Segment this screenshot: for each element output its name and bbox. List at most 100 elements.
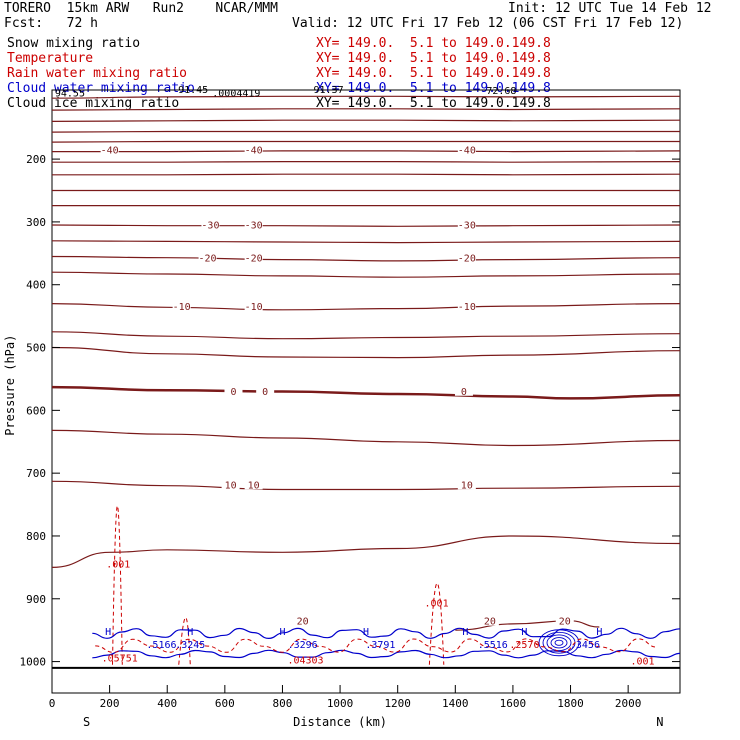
- contour-label-4-0: 0: [230, 387, 236, 398]
- temperature-contour-12: [51, 255, 681, 262]
- contour-label-3-0: -10: [173, 302, 191, 313]
- contour-label-6-0: 20: [297, 617, 309, 628]
- contour-label-bg-3-2: [457, 299, 476, 311]
- contour-label-bg-6-2: [555, 614, 574, 626]
- temperature-contour-1: [51, 108, 681, 111]
- cloud-cluster-ring-1: [554, 639, 564, 646]
- contour-label-bg-1-1: [244, 218, 263, 230]
- rain-value-3: .001: [631, 657, 655, 668]
- rain-contour-label-1: .001: [425, 598, 449, 609]
- x-tick-label-4: 800: [273, 697, 293, 710]
- contour-label-0-1: -40: [245, 146, 263, 157]
- legend-xy-0: XY= 149.0. 5.1 to 149.0.149.8: [316, 36, 551, 51]
- temperature-contour-10: [51, 224, 681, 227]
- contour-label-bg-3-1: [244, 299, 263, 311]
- y-tick-label-0: 200: [26, 153, 46, 166]
- x-tick-label-3: 600: [215, 697, 235, 710]
- cloud-contour-bottom: [92, 649, 681, 659]
- high-marker-2: H: [279, 627, 285, 638]
- contour-label-2-2: -20: [458, 254, 476, 265]
- rain-contour-label-0: .001: [106, 559, 130, 570]
- contour-label-0-2: -40: [458, 146, 476, 157]
- contour-label-bg-1-0: [201, 218, 220, 230]
- cloud-value-5: .3456: [570, 640, 600, 651]
- contour-label-5-1: 10: [248, 480, 260, 491]
- legend-entry-4: Cloud ice mixing ratio: [7, 96, 180, 111]
- cloud-contour-top: [92, 627, 681, 640]
- temperature-contour-18: [51, 429, 681, 447]
- y-axis-title: Pressure (hPa): [3, 335, 17, 436]
- rain-value-1: .04303: [287, 655, 323, 666]
- ice-value-0: .0004419: [212, 88, 260, 99]
- cloud-value-0: .5166: [146, 640, 176, 651]
- legend-entry-0: Snow mixing ratio: [7, 36, 141, 51]
- contour-label-bg-4-0: [224, 384, 243, 396]
- high-marker-4: H: [462, 627, 468, 638]
- y-tick-label-5: 700: [26, 467, 46, 480]
- x-tick-label-6: 1200: [384, 697, 411, 710]
- contour-label-3-1: -10: [245, 302, 263, 313]
- contour-label-4-2: 0: [461, 387, 467, 398]
- contour-label-bg-6-1: [480, 614, 499, 626]
- rain-value-0: .05751: [102, 654, 138, 665]
- rain-contour-spike-0: [111, 505, 123, 665]
- cloud-value-2: .3296: [288, 640, 318, 651]
- cloud-cluster-ring-3: [546, 634, 572, 652]
- x-tick-label-9: 1800: [557, 697, 584, 710]
- x-axis-title: Distance (km): [293, 715, 387, 729]
- contour-label-4-1: 0: [262, 387, 268, 398]
- init-time: Init: 12 UTC Tue 14 Feb 12: [508, 1, 712, 16]
- contour-label-2-1: -20: [245, 254, 263, 265]
- temperature-contour-7: [52, 173, 681, 176]
- contour-label-0-0: -40: [101, 146, 119, 157]
- legend-entry-2: Rain water mixing ratio: [7, 66, 188, 81]
- forecast-hour: Fcst: 72 h: [4, 16, 98, 31]
- high-marker-6: H: [596, 627, 602, 638]
- high-marker-3: H: [363, 627, 369, 638]
- ice-value-1: 91.45: [178, 85, 208, 96]
- temperature-contour-13: [51, 271, 681, 278]
- x-end-label-left: S: [83, 715, 90, 729]
- temperature-contour-2: [51, 119, 681, 122]
- legend-xy-1: XY= 149.0. 5.1 to 149.0.149.8: [316, 51, 551, 66]
- cloud-value-1: .3245: [175, 640, 205, 651]
- contour-label-1-2: -30: [458, 220, 476, 231]
- rain-contour-spike-2: [178, 617, 191, 665]
- legend-entry-3: Cloud water mixing ratio: [7, 81, 195, 96]
- temperature-contour-14: [51, 303, 681, 311]
- temperature-contour-3: [51, 130, 680, 133]
- contour-label-bg-2-1: [244, 251, 263, 263]
- y-tick-label-2: 400: [26, 279, 46, 292]
- x-tick-label-8: 1600: [500, 697, 527, 710]
- model-title: TORERO 15km ARW Run2 NCAR/MMM: [4, 1, 278, 16]
- x-tick-label-7: 1400: [442, 697, 469, 710]
- cloud-cluster-ring-2: [550, 637, 568, 649]
- ice-value-4: 72.68: [486, 86, 516, 97]
- rain-contour-spike-1: [428, 583, 445, 665]
- contour-label-bg-0-1: [244, 143, 263, 155]
- y-tick-label-3: 500: [26, 342, 46, 355]
- temperature-contour-19: [51, 480, 681, 491]
- high-marker-1: H: [187, 627, 193, 638]
- ice-value-3: 94.55: [55, 88, 85, 99]
- contour-label-6-1: 20: [484, 617, 496, 628]
- y-tick-label-7: 900: [26, 593, 46, 606]
- contour-label-6-2: 20: [559, 617, 571, 628]
- contour-label-bg-0-2: [457, 143, 476, 155]
- rain-contour-low: [95, 638, 658, 653]
- contour-label-bg-5-0: [221, 478, 240, 490]
- contour-label-bg-5-2: [457, 478, 476, 490]
- contour-label-bg-0-0: [100, 143, 119, 155]
- y-tick-label-8: 1000: [20, 656, 47, 669]
- temperature-contour-21: [455, 620, 600, 631]
- cloud-value-3: .3791: [365, 640, 395, 651]
- cloud-cluster-ring-5: [538, 629, 580, 657]
- plot-frame: [51, 89, 681, 694]
- contour-label-3-2: -10: [458, 302, 476, 313]
- cloud-value-4: .5516: [478, 640, 508, 651]
- contour-label-5-2: 10: [461, 480, 473, 491]
- high-marker-5: H: [521, 627, 527, 638]
- temperature-contour-15: [51, 331, 681, 340]
- rain-value-2: .2570: [509, 640, 539, 651]
